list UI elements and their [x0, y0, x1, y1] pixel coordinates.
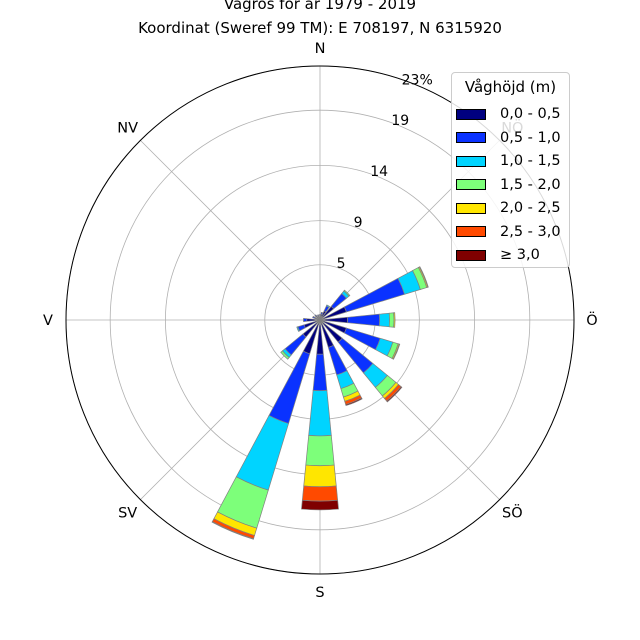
legend-item: 2,5 - 3,0 [456, 222, 561, 242]
bar-segment [347, 313, 380, 327]
bar-segment [392, 343, 401, 360]
legend-swatch [456, 179, 486, 190]
bar-segment [314, 314, 317, 317]
legend-swatch [456, 155, 486, 167]
bar-segment [303, 318, 308, 322]
chart-title: Vågros för år 1979 - 2019 [223, 0, 417, 13]
legend-item: 1,0 - 1,5 [456, 151, 561, 171]
direction-label: N [315, 41, 326, 57]
radial-tick-label: 9 [354, 215, 363, 231]
legend-label: 0,0 - 0,5 [500, 106, 561, 122]
bar-segment [316, 314, 320, 317]
bar-segment [418, 266, 429, 288]
legend-label: 0,5 - 1,0 [500, 129, 561, 146]
legend-swatch [456, 249, 486, 261]
outer-circle [65, 65, 575, 575]
radial-tick-label: 5 [337, 256, 346, 272]
bar-segment [343, 289, 351, 297]
legend-title: Våghöjd (m) [464, 78, 557, 96]
legend-swatch [456, 132, 486, 143]
direction-label: SÖ [502, 503, 523, 521]
bar-segment [305, 435, 335, 467]
radial-tick-label: 23% [402, 72, 433, 88]
legend-label: ≥ 3,0 [500, 247, 540, 263]
bar-segment [296, 326, 301, 332]
bar-segment [386, 386, 403, 403]
bar-segment [301, 485, 339, 502]
bar-segment [211, 521, 254, 540]
legend-item: 0,0 - 0,5 [456, 104, 561, 124]
legend-label: 1,5 - 2,0 [500, 176, 561, 193]
legend-swatch [456, 108, 486, 120]
chart-subtitle: Koordinat (Sweref 99 TM): E 708197, N 63… [138, 19, 502, 37]
radial-tick-label: 19 [391, 113, 409, 129]
legend-swatch [456, 226, 486, 237]
bar-segment [343, 277, 405, 313]
radial-tick-label: 14 [370, 164, 388, 180]
grid-spoke [140, 140, 321, 321]
legend-swatch [456, 202, 486, 214]
bar-segment [388, 312, 395, 328]
bar-segment [312, 353, 328, 392]
bar-segment [319, 314, 321, 321]
legend: Våghöjd (m) 0,0 - 0,5 0,5 - 1,0 1,0 - 1,5 1… [451, 72, 570, 268]
direction-label: V [43, 313, 53, 329]
legend-item: ≥ 3,0 [456, 245, 540, 265]
direction-label: NV [117, 121, 138, 137]
bar-segment [301, 499, 339, 511]
legend-label: 2,5 - 3,0 [500, 223, 561, 240]
legend-item: 2,0 - 2,5 [456, 198, 561, 218]
legend-label: 1,0 - 1,5 [500, 153, 561, 169]
bar-segment [312, 315, 316, 319]
bar-segment [303, 464, 337, 488]
bar-segment [308, 389, 332, 437]
bar-segment [280, 350, 290, 360]
bar-segment [393, 312, 396, 328]
bar-segment [345, 397, 363, 407]
bar-segment [235, 414, 289, 491]
bar-segment [268, 350, 311, 424]
direction-label: Ö [586, 311, 597, 329]
direction-label: SV [118, 505, 137, 521]
bar-segment [378, 312, 390, 328]
legend-item: 0,5 - 1,0 [456, 128, 561, 148]
direction-label: S [315, 585, 324, 601]
bar-segment [320, 311, 324, 316]
legend-label: 2,0 - 2,5 [500, 200, 561, 216]
legend-item: 1,5 - 2,0 [456, 175, 561, 195]
bar-segment [325, 304, 331, 308]
